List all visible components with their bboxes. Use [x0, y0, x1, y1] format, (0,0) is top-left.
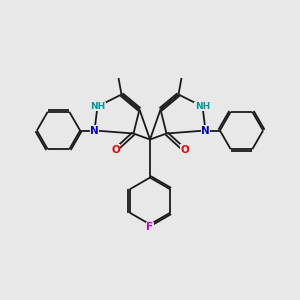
Text: NH: NH — [195, 102, 210, 111]
Text: O: O — [180, 145, 189, 155]
Text: N: N — [90, 125, 99, 136]
Text: O: O — [111, 145, 120, 155]
Text: F: F — [146, 222, 154, 233]
Text: N: N — [201, 125, 210, 136]
Text: NH: NH — [90, 102, 105, 111]
